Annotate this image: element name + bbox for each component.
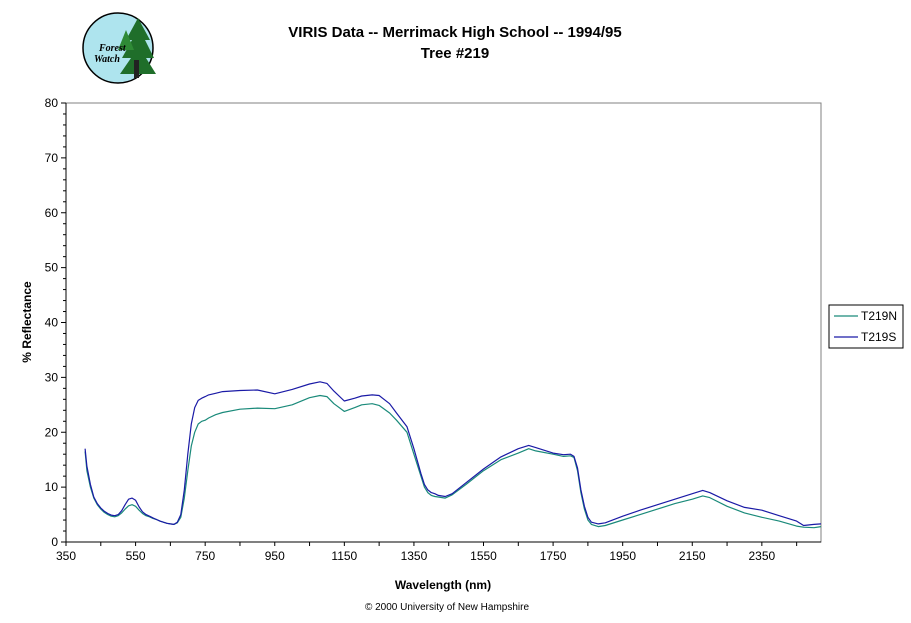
y-tick-label: 0	[51, 535, 58, 549]
x-tick-label: 1150	[331, 549, 357, 563]
series-layer	[84, 381, 822, 529]
y-tick-label: 50	[45, 261, 59, 275]
x-tick-label: 2150	[679, 549, 706, 563]
x-tick-label: 2350	[749, 549, 776, 563]
x-tick-label: 1350	[401, 549, 428, 563]
tree-icon	[118, 18, 156, 78]
forest-watch-logo: Forest Watch	[82, 12, 156, 84]
legend-label-t219n: T219N	[861, 309, 897, 323]
y-axis-label: % Reflectance	[20, 281, 34, 363]
x-tick-label: 550	[126, 549, 146, 563]
x-tick-label: 350	[56, 549, 76, 563]
y-tick-label: 80	[45, 96, 59, 110]
y-tick-label: 20	[45, 425, 59, 439]
y-tick-label: 60	[45, 206, 59, 220]
x-tick-label: 1750	[540, 549, 567, 563]
logo-line1: Forest	[98, 43, 127, 54]
legend: T219N T219S	[828, 304, 904, 349]
copyright-footer: © 2000 University of New Hampshire	[365, 602, 530, 613]
axes: 0 10 20 30 40 50 60 70 80 350 550 750 950 1150 1350 155…	[45, 96, 821, 563]
x-tick-label: 1950	[609, 549, 636, 563]
x-tick-label: 750	[195, 549, 215, 563]
x-tick-label: 950	[265, 549, 285, 563]
y-tick-label: 40	[45, 316, 59, 330]
series-line-t219n	[84, 394, 822, 529]
plot-area	[65, 102, 822, 543]
chart-subtitle: Tree #219	[421, 45, 489, 62]
x-axis-label: Wavelength (nm)	[395, 578, 491, 592]
y-tick-label: 70	[45, 151, 59, 165]
series-line-t219s	[84, 381, 822, 527]
x-tick-label: 1550	[470, 549, 497, 563]
y-tick-label: 30	[45, 370, 59, 384]
chart-title: VIRIS Data -- Merrimack High School -- 1…	[288, 24, 621, 41]
y-tick-label: 10	[45, 480, 59, 494]
logo-line2: Watch	[94, 54, 120, 65]
legend-label-t219s: T219S	[861, 330, 896, 344]
